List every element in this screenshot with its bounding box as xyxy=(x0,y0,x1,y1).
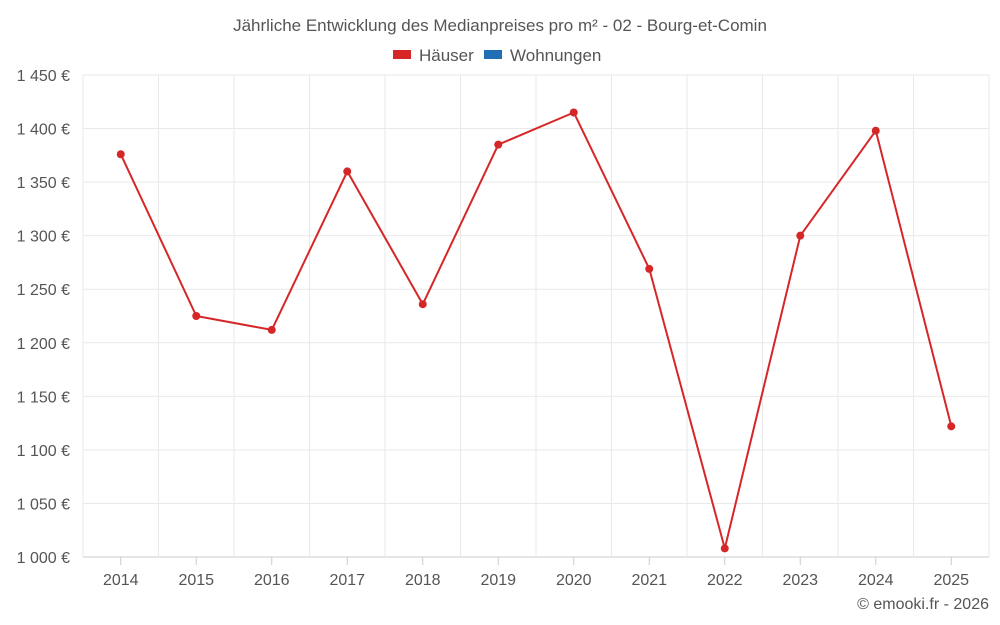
data-point-2023[interactable] xyxy=(796,231,805,240)
data-point-2019[interactable] xyxy=(494,140,503,149)
x-tick-label: 2014 xyxy=(103,572,139,589)
y-tick-label: 1 000 € xyxy=(17,550,70,567)
data-point-2021[interactable] xyxy=(645,264,654,273)
data-point-2025[interactable] xyxy=(947,422,956,431)
y-tick-label: 1 200 € xyxy=(17,336,70,353)
data-point-2015[interactable] xyxy=(192,312,201,320)
x-tick-label: 2022 xyxy=(707,572,743,589)
x-tick-label: 2015 xyxy=(178,572,214,589)
y-tick-label: 1 250 € xyxy=(17,282,70,299)
y-tick-label: 1 100 € xyxy=(17,443,70,460)
legend-swatch-haeuser xyxy=(393,50,411,59)
y-tick-label: 1 150 € xyxy=(17,389,70,406)
x-tick-label: 2019 xyxy=(480,572,516,589)
x-tick-label: 2024 xyxy=(858,572,894,589)
x-tick-label: 2017 xyxy=(329,572,365,589)
y-tick-label: 1 350 € xyxy=(17,175,70,192)
series-haeuser xyxy=(116,108,956,553)
data-point-2016[interactable] xyxy=(267,325,276,334)
data-point-2024[interactable] xyxy=(871,126,880,135)
legend: Häuser Wohnungen xyxy=(393,46,601,65)
legend-label-haeuser[interactable]: Häuser xyxy=(419,46,474,65)
grid xyxy=(82,74,990,558)
legend-label-wohnungen[interactable]: Wohnungen xyxy=(510,46,601,65)
x-tick-label: 2016 xyxy=(254,572,290,589)
x-tick-label: 2020 xyxy=(556,572,592,589)
credit-text: © emooki.fr - 2026 xyxy=(857,596,989,613)
x-tick-label: 2021 xyxy=(631,572,667,589)
y-tick-label: 1 300 € xyxy=(17,229,70,246)
data-point-2022[interactable] xyxy=(720,544,729,553)
chart-title: Jährliche Entwicklung des Medianpreises … xyxy=(233,16,767,35)
y-tick-label: 1 050 € xyxy=(17,496,70,513)
x-tick-label: 2023 xyxy=(782,572,818,589)
data-point-2014[interactable] xyxy=(116,150,125,159)
y-axis-ticks: 1 000 € 1 050 € 1 100 € 1 150 € 1 200 € 1 250… xyxy=(17,68,70,567)
data-point-2017[interactable] xyxy=(343,167,352,176)
data-point-2018[interactable] xyxy=(418,300,427,309)
y-tick-label: 1 400 € xyxy=(17,122,70,139)
series-line-haeuser xyxy=(119,111,953,550)
x-tick-label: 2018 xyxy=(405,572,441,589)
legend-swatch-wohnungen xyxy=(484,50,502,59)
x-axis-ticks: 2014 2015 2016 2017 2018 2019 2020 2021 2022 2023… xyxy=(103,557,969,589)
y-tick-label: 1 450 € xyxy=(17,68,70,85)
x-tick-label: 2025 xyxy=(933,572,969,589)
data-point-2020[interactable] xyxy=(569,108,578,117)
